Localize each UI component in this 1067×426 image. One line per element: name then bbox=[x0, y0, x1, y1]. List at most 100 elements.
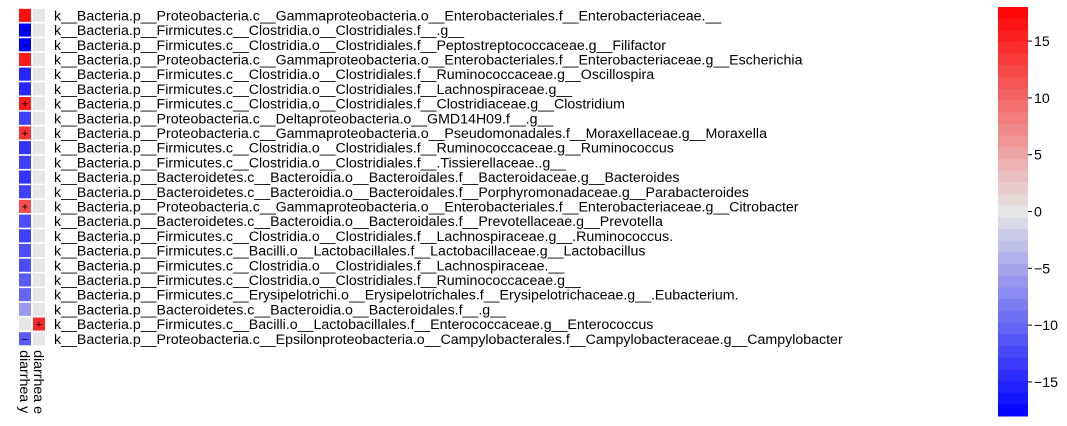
cell-significance-mark: − bbox=[22, 334, 28, 346]
cell-significance-mark: + bbox=[36, 319, 42, 331]
colorbar-segment bbox=[998, 158, 1028, 172]
heatmap-cell bbox=[19, 67, 31, 81]
row-label: k__Bacteria.p__Firmicutes.c__Bacilli.o__… bbox=[54, 244, 646, 260]
heatmap-cell bbox=[33, 199, 45, 213]
row-label: k__Bacteria.p__Firmicutes.c__Clostridia.… bbox=[54, 97, 625, 113]
colorbar-segment bbox=[998, 42, 1028, 55]
colorbar-segment bbox=[998, 30, 1028, 43]
colorbar-segment bbox=[998, 147, 1028, 160]
row-labels: k__Bacteria.p__Proteobacteria.c__Gammapr… bbox=[54, 8, 843, 347]
heatmap-cell bbox=[33, 23, 45, 37]
cell-significance-mark: + bbox=[22, 128, 28, 140]
colorbar-segment bbox=[998, 334, 1028, 347]
heatmap-cell bbox=[33, 126, 45, 140]
heatmap-cell bbox=[19, 97, 31, 111]
colorbar-segment bbox=[998, 88, 1028, 101]
heatmap-cell bbox=[33, 332, 45, 346]
heatmap-cell bbox=[33, 288, 45, 302]
colorbar-segment bbox=[998, 65, 1028, 78]
colorbar-segment bbox=[998, 380, 1028, 394]
column-label: diarrhea y bbox=[16, 350, 32, 414]
row-label: k__Bacteria.p__Proteobacteria.c__Gammapr… bbox=[54, 52, 803, 68]
heatmap-cell bbox=[19, 82, 31, 96]
row-label: k__Bacteria.p__Proteobacteria.c__Gammapr… bbox=[54, 199, 799, 215]
colorbar-segment bbox=[998, 77, 1028, 90]
heatmap-cell bbox=[19, 258, 31, 272]
colorbar-segment bbox=[998, 7, 1028, 20]
row-label: k__Bacteria.p__Firmicutes.c__Clostridia.… bbox=[54, 67, 654, 83]
heatmap-cell bbox=[19, 141, 31, 155]
heatmap-cell bbox=[19, 185, 31, 199]
heatmap-cell bbox=[19, 199, 31, 213]
colorbar-segment bbox=[998, 310, 1028, 324]
colorbar-segment bbox=[998, 345, 1028, 359]
row-label: k__Bacteria.p__Firmicutes.c__Clostridia.… bbox=[54, 82, 573, 98]
colorbar-segment bbox=[998, 299, 1028, 312]
heatmap-cell bbox=[33, 67, 45, 81]
heatmap-cell bbox=[19, 38, 31, 52]
heatmap-cell bbox=[19, 302, 31, 316]
heatmap-cell bbox=[19, 126, 31, 140]
heatmap-cell bbox=[33, 38, 45, 52]
heatmap-cell bbox=[33, 302, 45, 316]
colorbar-segment bbox=[998, 170, 1028, 183]
heatmap-cell bbox=[19, 244, 31, 258]
row-label: k__Bacteria.p__Bacteroidetes.c__Bacteroi… bbox=[54, 302, 507, 318]
colorbar-segment bbox=[998, 404, 1028, 417]
cell-significance-mark: − bbox=[22, 40, 28, 52]
heatmap-cell bbox=[19, 229, 31, 243]
colorbar-segment bbox=[998, 264, 1028, 277]
row-label: k__Bacteria.p__Proteobacteria.c__Gammapr… bbox=[54, 126, 767, 142]
colorbar-tick-label: −10 bbox=[1034, 318, 1058, 334]
colorbar bbox=[998, 7, 1028, 417]
heatmap-cell bbox=[33, 229, 45, 243]
row-label: k__Bacteria.p__Firmicutes.c__Erysipelotr… bbox=[54, 288, 739, 304]
colorbar-segment bbox=[998, 18, 1028, 31]
colorbar-segment bbox=[998, 287, 1028, 300]
colorbar-tick-label: 10 bbox=[1034, 91, 1050, 107]
colorbar-segment bbox=[998, 392, 1028, 405]
row-label: k__Bacteria.p__Bacteroidetes.c__Bacteroi… bbox=[54, 185, 749, 201]
row-label: k__Bacteria.p__Firmicutes.c__Bacilli.o__… bbox=[54, 317, 653, 333]
heatmap-cell bbox=[33, 317, 45, 331]
colorbar-tick-label: 15 bbox=[1034, 34, 1050, 50]
heatmap-cell bbox=[19, 111, 31, 125]
colorbar-segment bbox=[998, 357, 1028, 370]
column-label: diarrhea e bbox=[30, 350, 46, 414]
cell-significance-mark: + bbox=[22, 201, 28, 213]
heatmap-cells bbox=[19, 8, 45, 346]
row-label: k__Bacteria.p__Bacteroidetes.c__Bacteroi… bbox=[54, 170, 679, 186]
heatmap-cell bbox=[33, 170, 45, 184]
heatmap-cell bbox=[33, 185, 45, 199]
colorbar-segment bbox=[998, 229, 1028, 242]
cell-significance-mark: − bbox=[22, 25, 28, 37]
heatmap-cell bbox=[19, 332, 31, 346]
heatmap-cell bbox=[33, 97, 45, 111]
heatmap-cell bbox=[19, 273, 31, 287]
row-label: k__Bacteria.p__Firmicutes.c__Clostridia.… bbox=[54, 23, 465, 39]
heatmap-cell bbox=[19, 214, 31, 228]
heatmap-cell bbox=[33, 141, 45, 155]
colorbar-segment bbox=[998, 53, 1028, 66]
row-label: k__Bacteria.p__Proteobacteria.c__Gammapr… bbox=[54, 8, 722, 24]
colorbar-segment bbox=[998, 205, 1028, 218]
cell-significance-mark: + bbox=[22, 99, 28, 111]
heatmap-cell bbox=[19, 23, 31, 37]
colorbar-segment bbox=[998, 322, 1028, 335]
colorbar-segment bbox=[998, 193, 1028, 207]
colorbar-segment bbox=[998, 369, 1028, 382]
heatmap-cell bbox=[19, 155, 31, 169]
row-label: k__Bacteria.p__Firmicutes.c__Clostridia.… bbox=[54, 273, 582, 289]
colorbar-tick-label: −5 bbox=[1034, 261, 1050, 277]
colorbar-segment bbox=[998, 100, 1028, 113]
heatmap-cell bbox=[33, 8, 45, 22]
row-label: k__Bacteria.p__Proteobacteria.c__Epsilon… bbox=[54, 332, 843, 348]
heatmap-cell bbox=[33, 214, 45, 228]
colorbar-segment bbox=[998, 182, 1028, 195]
colorbar-segment bbox=[998, 217, 1028, 230]
row-label: k__Bacteria.p__Firmicutes.c__Clostridia.… bbox=[54, 141, 674, 157]
heatmap-cell bbox=[19, 317, 31, 331]
colorbar-segment bbox=[998, 112, 1028, 125]
heatmap-cell bbox=[33, 82, 45, 96]
